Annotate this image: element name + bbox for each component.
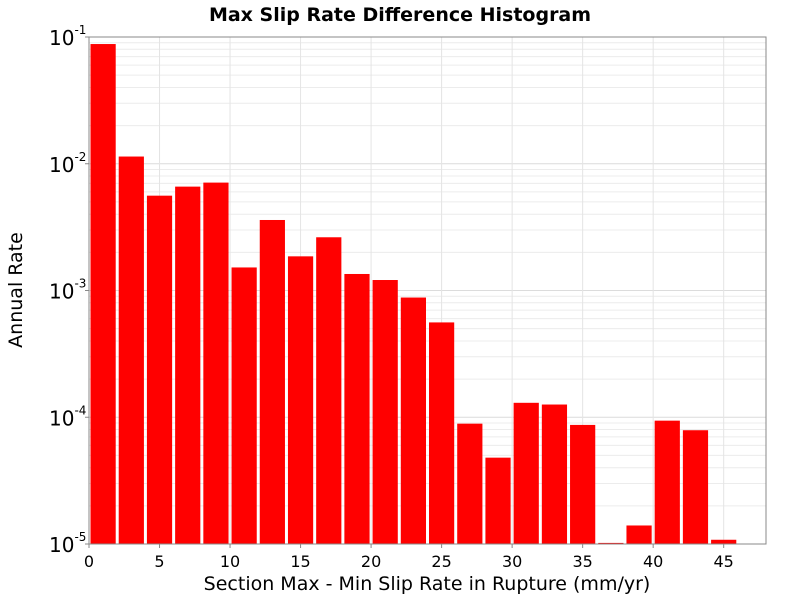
histogram-bar — [118, 156, 144, 545]
histogram-bar — [372, 280, 398, 544]
x-tick-label: 0 — [84, 552, 94, 571]
histogram-bar — [682, 430, 709, 544]
x-tick-label: 25 — [431, 552, 451, 571]
histogram-bar — [90, 44, 116, 545]
histogram-bar — [570, 424, 596, 544]
y-tick-exponent: -2 — [74, 150, 86, 164]
x-tick-label: 5 — [154, 552, 164, 571]
x-tick-label: 10 — [220, 552, 240, 571]
bars-layer — [90, 44, 737, 545]
histogram-bar — [513, 402, 539, 544]
y-axis-label: Annual Rate — [5, 232, 27, 348]
y-tick-exponent: -5 — [74, 530, 86, 544]
chart-title: Max Slip Rate Difference Histogram — [209, 4, 591, 26]
histogram-bar — [175, 186, 201, 544]
histogram-bar — [711, 539, 737, 544]
histogram-bar — [400, 297, 426, 544]
y-tick-exponent: -4 — [74, 403, 86, 417]
y-axis-ticks: 10-510-410-310-210-1 — [49, 23, 89, 557]
histogram-bar — [344, 273, 370, 544]
histogram-bar — [541, 404, 568, 544]
x-tick-label: 30 — [502, 552, 522, 571]
histogram-bar — [598, 542, 624, 544]
histogram-bar — [429, 322, 455, 544]
x-axis-ticks: 0 5 10 15 20 25 30 35 40 45 — [84, 544, 734, 571]
histogram-bar — [457, 423, 483, 544]
histogram-bar — [231, 267, 257, 544]
x-tick-label: 20 — [361, 552, 381, 571]
histogram-bar — [626, 525, 652, 544]
histogram-bar — [203, 182, 229, 544]
y-tick-exponent: -1 — [74, 23, 86, 37]
y-tick-exponent: -3 — [74, 277, 86, 291]
histogram-bar — [259, 219, 285, 545]
x-tick-label: 35 — [572, 552, 592, 571]
histogram-bar — [146, 195, 173, 544]
x-axis-label: Section Max - Min Slip Rate in Rupture (… — [204, 573, 651, 595]
histogram-bar — [287, 256, 314, 544]
histogram-bar — [485, 457, 511, 544]
x-tick-label: 40 — [643, 552, 663, 571]
x-tick-label: 15 — [290, 552, 310, 571]
x-tick-label: 45 — [714, 552, 734, 571]
histogram-bar — [654, 420, 680, 544]
histogram-bar — [316, 237, 342, 544]
grid-layer — [88, 37, 766, 545]
